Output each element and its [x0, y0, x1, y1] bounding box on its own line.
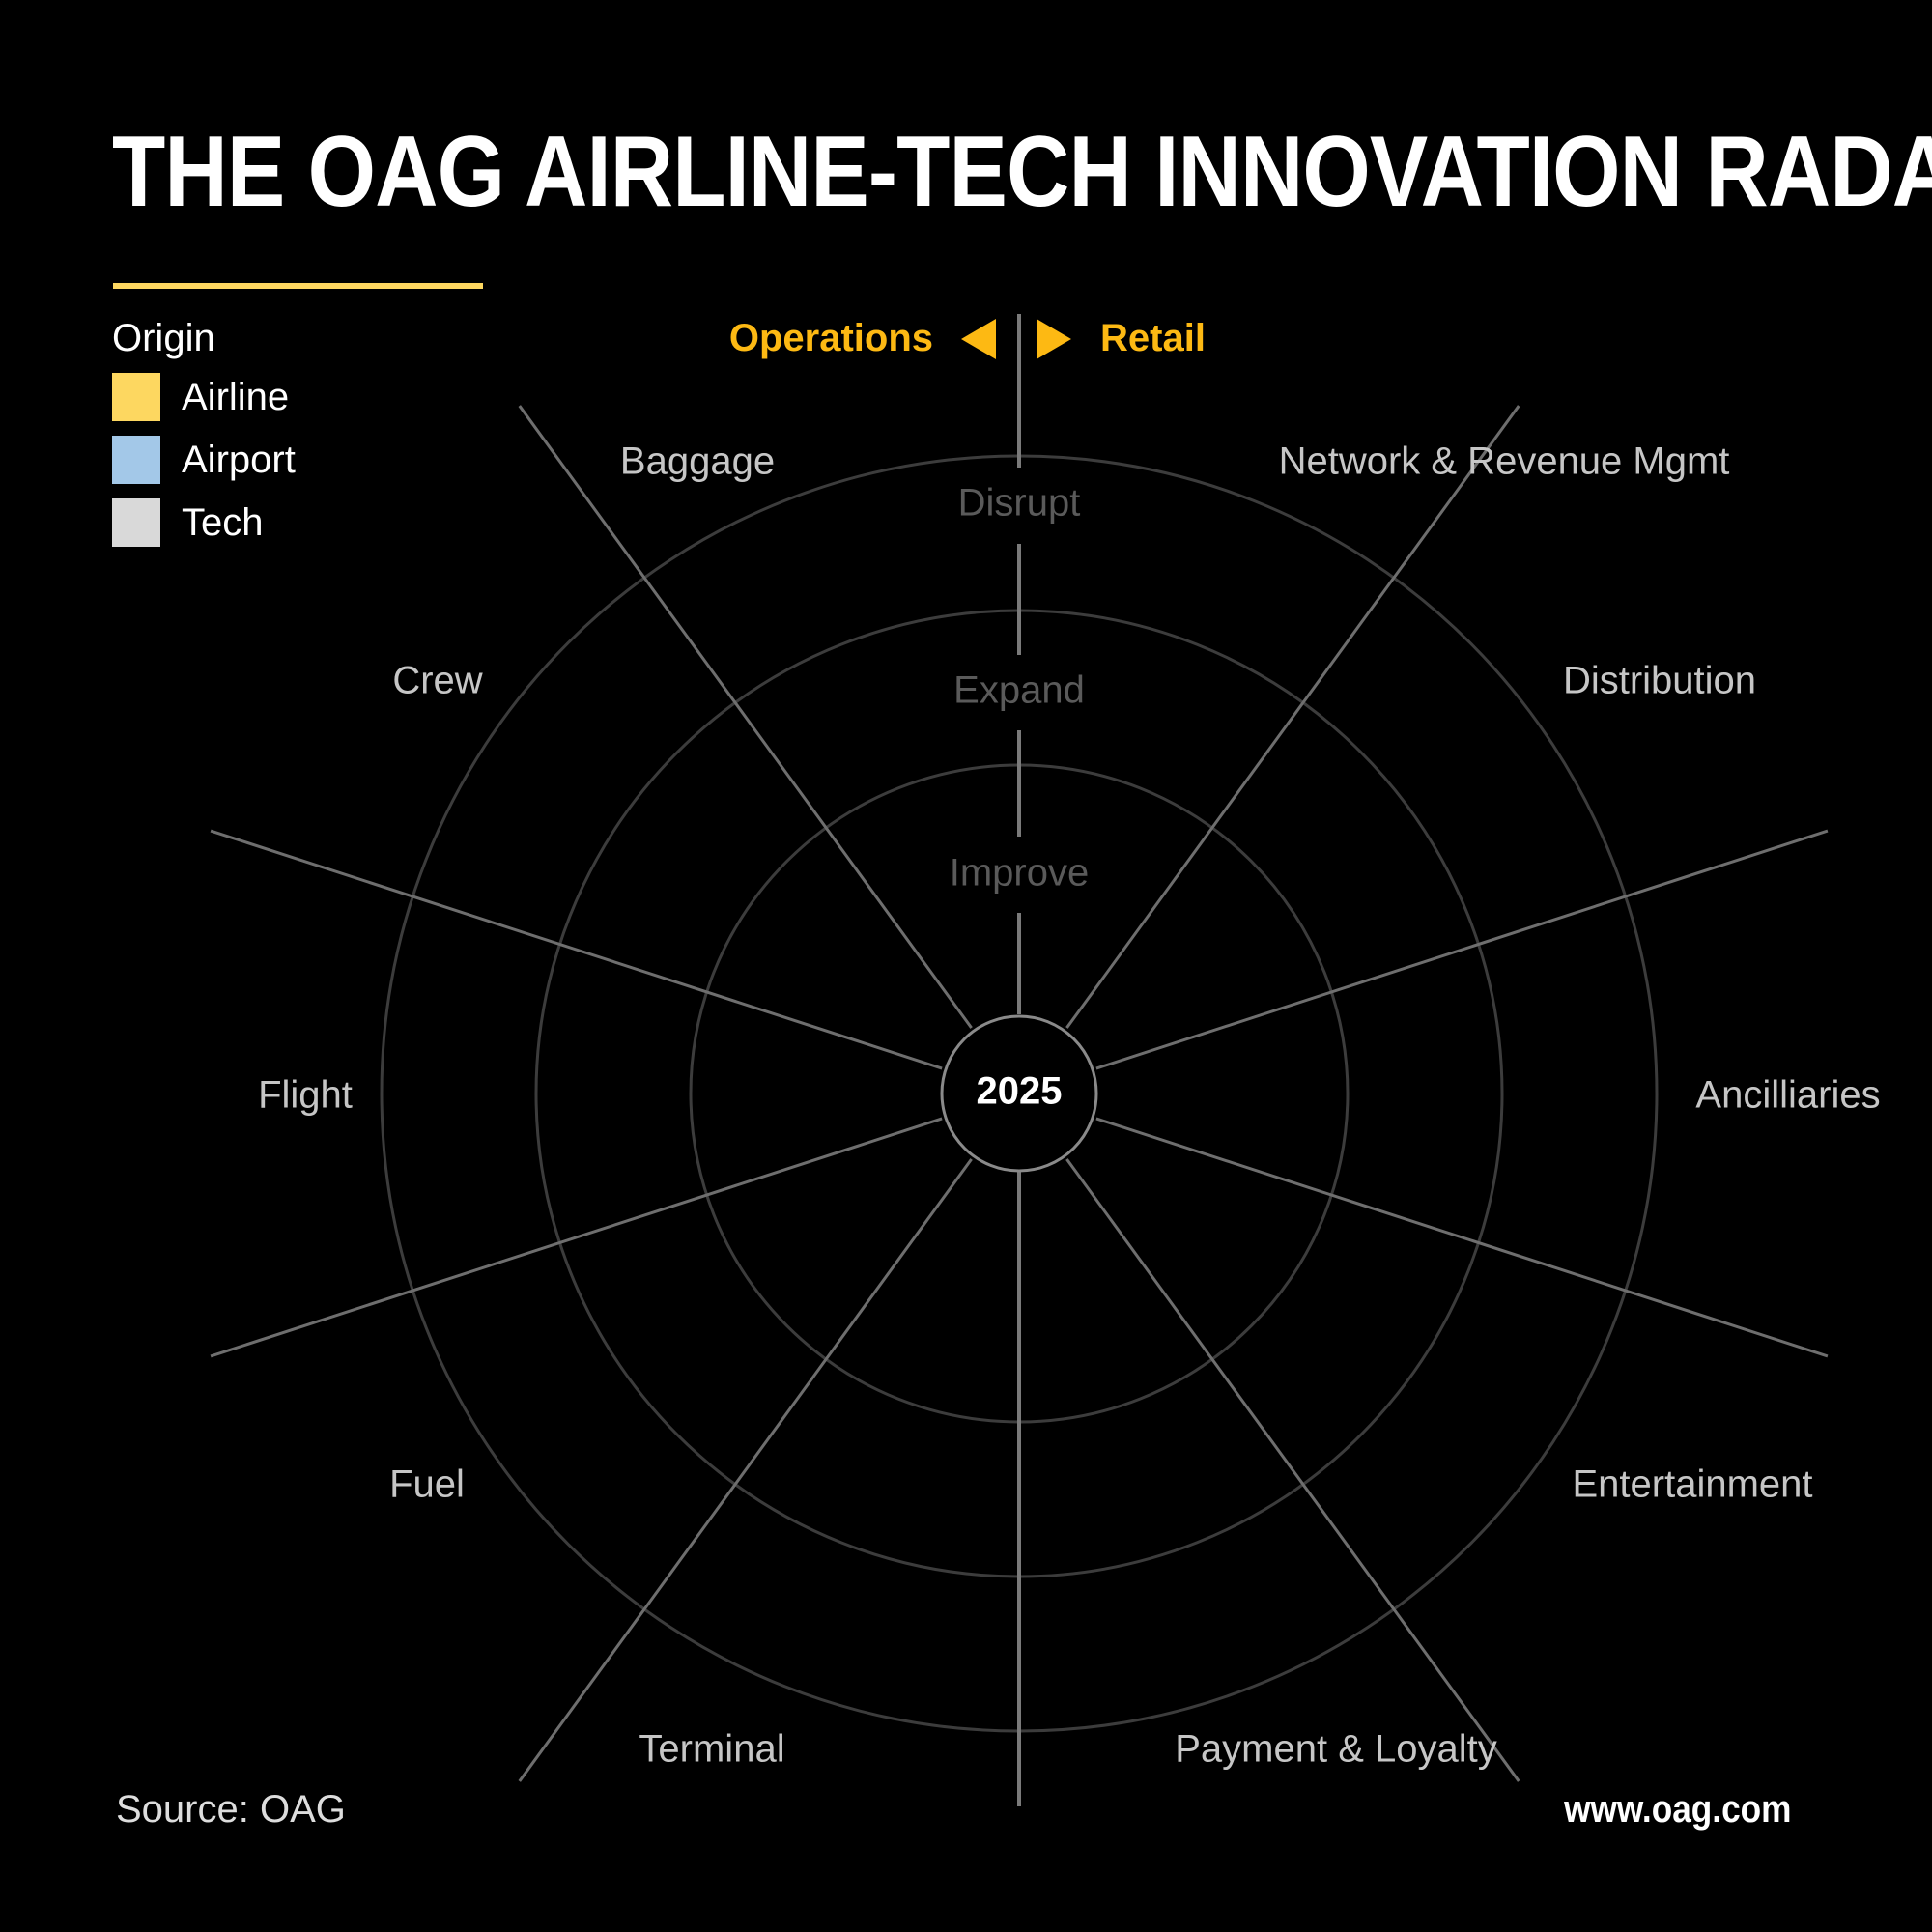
- legend-label-airport: Airport: [182, 438, 296, 481]
- arrow-left-icon: [961, 319, 996, 359]
- arrow-right-icon: [1037, 319, 1071, 359]
- origin-legend: Origin Airline Airport Tech: [112, 311, 296, 554]
- ring-label-disrupt: Disrupt: [958, 482, 1081, 525]
- legend-swatch-airport: [112, 435, 160, 484]
- legend-item-airport: Airport: [112, 428, 296, 491]
- legend-title: Origin: [112, 317, 215, 359]
- segment-divider: [210, 1117, 943, 1358]
- legend-label-tech: Tech: [182, 500, 264, 544]
- radar-text: Improve Expand Disrupt 2025 Network & Re…: [258, 440, 1880, 1771]
- segment-divider: [1065, 1158, 1520, 1782]
- legend-swatch-tech: [112, 497, 160, 547]
- segment-divider: [1065, 405, 1520, 1029]
- ring-label-improve: Improve: [950, 852, 1090, 895]
- legend-item-airline: Airline: [112, 365, 296, 428]
- legend-swatch-airline: [112, 372, 160, 421]
- segment-label-crew: Crew: [392, 660, 482, 702]
- segment-divider: [210, 829, 943, 1070]
- segment-divider: [1095, 1117, 1829, 1358]
- radar-grid: [210, 314, 1829, 1806]
- direction-label-operations: Operations: [728, 317, 933, 359]
- source-note: Source: OAG: [116, 1788, 346, 1831]
- segment-label-network-revenue-mgmt: Network & Revenue Mgmt: [1279, 440, 1730, 483]
- segment-label-baggage: Baggage: [620, 440, 775, 483]
- segment-label-flight: Flight: [258, 1074, 353, 1117]
- segment-label-ancilliaries: Ancilliaries: [1695, 1074, 1880, 1117]
- segment-divider: [518, 1158, 973, 1782]
- segment-label-fuel: Fuel: [389, 1463, 465, 1506]
- legend-item-tech: Tech: [112, 491, 296, 554]
- legend-label-airline: Airline: [182, 375, 290, 418]
- segment-divider: [518, 405, 973, 1029]
- direction-label-retail: Retail: [1100, 317, 1206, 359]
- segment-label-distribution: Distribution: [1563, 660, 1756, 702]
- segment-label-entertainment: Entertainment: [1572, 1463, 1812, 1506]
- ring-label-expand: Expand: [953, 669, 1085, 712]
- segment-label-terminal: Terminal: [639, 1728, 784, 1771]
- segment-divider: [1095, 829, 1829, 1070]
- center-year-label: 2025: [977, 1070, 1063, 1113]
- title-underline: [113, 283, 483, 289]
- segment-label-payment-loyalty: Payment & Loyalty: [1175, 1728, 1497, 1771]
- center-circle: [940, 1014, 1098, 1173]
- website-link[interactable]: www.oag.com: [1563, 1788, 1791, 1831]
- page-title: THE OAG AIRLINE-TECH INNOVATION RADAR: [112, 116, 1932, 228]
